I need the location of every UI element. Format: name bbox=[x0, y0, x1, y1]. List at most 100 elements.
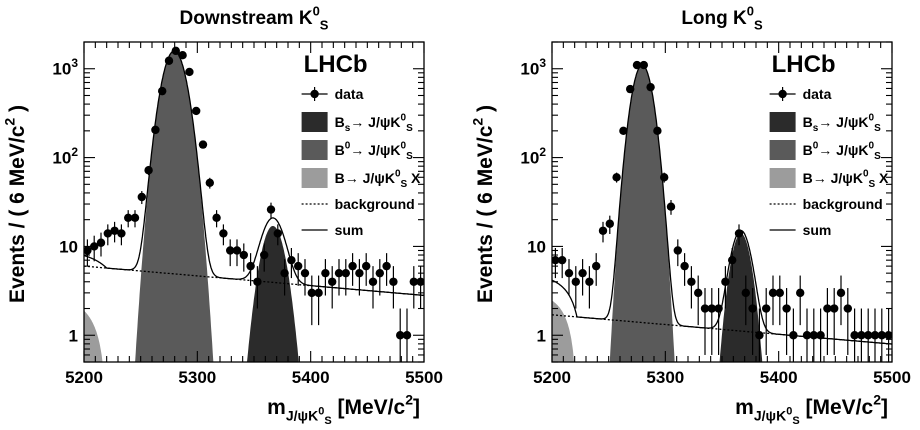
data-point bbox=[680, 253, 689, 286]
data-point bbox=[762, 288, 771, 355]
data-point bbox=[151, 125, 160, 135]
b0-component-fill bbox=[135, 51, 214, 362]
panel-2: 5200 5300 5400 5500 1 10 102 103 Long K0S mJ/ψK0S… bbox=[470, 3, 911, 427]
x-tick-label: 5400 bbox=[760, 368, 798, 387]
data-point bbox=[110, 221, 119, 243]
data-point bbox=[334, 259, 344, 296]
y-tick-label: 10 bbox=[59, 237, 78, 256]
legend-entry-data: data bbox=[335, 86, 364, 102]
legend-entry-data: data bbox=[803, 86, 832, 102]
data-point bbox=[368, 266, 378, 309]
data-point bbox=[646, 82, 655, 92]
x-tick-label: 5200 bbox=[533, 368, 571, 387]
data-point bbox=[816, 308, 825, 362]
data-point bbox=[605, 215, 614, 234]
data-point bbox=[598, 221, 608, 243]
y-tick-label: 103 bbox=[520, 56, 546, 79]
data-point bbox=[239, 243, 248, 272]
data-point bbox=[585, 266, 594, 309]
y-tick-label: 102 bbox=[520, 145, 546, 168]
data-point bbox=[137, 191, 146, 205]
data-point bbox=[402, 308, 412, 362]
data-point bbox=[789, 308, 798, 362]
data-point bbox=[396, 308, 405, 362]
y-tick-label: 102 bbox=[52, 145, 78, 168]
data-point bbox=[103, 224, 113, 246]
panel-title: Long K0S bbox=[681, 3, 763, 32]
data-point bbox=[768, 275, 778, 326]
bs-component-fill bbox=[719, 233, 763, 362]
legend-entry-bx: B→ J/ψK0S X bbox=[803, 169, 889, 191]
data-point bbox=[639, 60, 648, 70]
data-point bbox=[741, 275, 750, 326]
data-point bbox=[117, 224, 126, 246]
data-point bbox=[694, 275, 703, 326]
y-tick-label: 10 bbox=[527, 237, 546, 256]
legend-entry-b0: B0→ J/ψK0S bbox=[803, 141, 881, 163]
data-point bbox=[341, 259, 350, 296]
data-point bbox=[219, 224, 228, 246]
data-point bbox=[266, 202, 276, 218]
data-point bbox=[734, 224, 744, 246]
data-point bbox=[253, 266, 262, 309]
legend-entry-background: background bbox=[335, 196, 415, 212]
data-point bbox=[796, 275, 805, 326]
lhcb-logo-text: LHCb bbox=[304, 51, 368, 78]
data-point bbox=[409, 266, 418, 309]
data-point bbox=[226, 239, 235, 267]
data-point bbox=[864, 308, 873, 362]
data-point bbox=[843, 288, 852, 355]
data-point bbox=[612, 172, 621, 183]
legend-entry-sum: sum bbox=[803, 222, 832, 238]
data-point bbox=[355, 259, 364, 296]
data-point bbox=[857, 308, 866, 362]
x-tick-label: 5500 bbox=[873, 368, 911, 387]
x-axis-label: mJ/ψK0S [MeV/c2] bbox=[735, 392, 888, 428]
data-point bbox=[362, 253, 371, 286]
data-point bbox=[307, 275, 316, 326]
data-point bbox=[755, 308, 764, 362]
sum-curve bbox=[552, 64, 892, 345]
data-point bbox=[748, 288, 757, 355]
data-point bbox=[721, 266, 730, 309]
legend-entry-sum: sum bbox=[335, 222, 364, 238]
data-point bbox=[294, 253, 303, 286]
data-point bbox=[273, 224, 282, 246]
data-point bbox=[673, 239, 682, 267]
data-point bbox=[212, 210, 221, 228]
data-point bbox=[130, 210, 140, 228]
y-axis-label: Events / ( 6 MeV/c2 ) bbox=[2, 105, 30, 303]
y-tick-label: 103 bbox=[52, 56, 78, 79]
y-tick-label: 1 bbox=[69, 326, 78, 345]
data-point bbox=[382, 253, 391, 286]
data-point bbox=[564, 259, 574, 296]
data-point bbox=[802, 308, 812, 362]
data-point bbox=[287, 247, 296, 279]
data-point bbox=[178, 51, 187, 60]
data-point bbox=[700, 288, 710, 355]
data-point bbox=[632, 60, 642, 70]
data-point bbox=[192, 106, 201, 116]
legend-entry-background: background bbox=[803, 196, 883, 212]
data-point bbox=[728, 247, 737, 279]
x-tick-label: 5200 bbox=[65, 368, 103, 387]
lhcb-logo-text: LHCb bbox=[772, 51, 836, 78]
data-point bbox=[782, 288, 791, 355]
data-point bbox=[158, 86, 167, 96]
legend: LHCb data Bs→ J/ψK0S B0→ J/ψK0S B→ J/ψK0S X b… bbox=[301, 51, 421, 238]
data-point bbox=[321, 259, 330, 296]
data-point bbox=[707, 288, 716, 355]
data-point bbox=[830, 288, 839, 355]
data-point bbox=[571, 266, 580, 309]
legend-entry-bx: B→ J/ψK0S X bbox=[335, 169, 421, 191]
data-point bbox=[232, 239, 242, 267]
data-point bbox=[300, 259, 310, 296]
y-tick-label: 1 bbox=[537, 326, 546, 345]
data-point bbox=[823, 288, 832, 355]
data-point bbox=[592, 253, 601, 286]
legend: LHCb data Bs→ J/ψK0S B0→ J/ψK0S B→ J/ψK0S X b… bbox=[769, 51, 889, 238]
legend-entry-b0: B0→ J/ψK0S bbox=[335, 141, 413, 163]
plot-area bbox=[552, 60, 892, 362]
x-tick-label: 5500 bbox=[405, 368, 443, 387]
